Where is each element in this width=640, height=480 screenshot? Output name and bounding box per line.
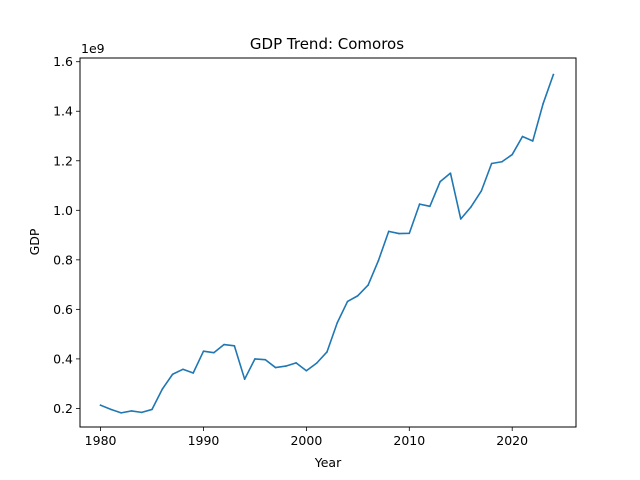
data-point-1991	[212, 351, 215, 354]
data-point-1985	[151, 408, 153, 411]
data-point-1992	[223, 343, 225, 346]
y-offset-label: 1e9	[81, 41, 105, 56]
chart-title: GDP Trend: Comoros	[250, 35, 404, 53]
data-point-2005	[357, 294, 359, 297]
y-tick-label-7: 1.6	[53, 54, 73, 69]
data-point-2002	[326, 351, 328, 353]
y-tick-label-3: 0.8	[53, 252, 73, 267]
x-axis-label: Year	[314, 455, 342, 470]
data-point-1984	[140, 411, 143, 414]
data-point-2012	[429, 205, 431, 208]
data-point-1988	[182, 368, 184, 371]
data-point-2009	[398, 232, 400, 235]
data-point-2003	[336, 321, 339, 324]
data-point-1987	[171, 373, 174, 376]
data-point-1990	[202, 350, 205, 353]
data-point-2001	[315, 362, 318, 364]
data-point-2021	[521, 135, 524, 138]
data-point-2006	[367, 284, 369, 286]
data-point-2007	[377, 259, 380, 262]
data-point-1980	[99, 404, 102, 407]
y-axis-label: GDP	[27, 228, 42, 255]
data-point-1995	[254, 358, 256, 360]
x-tick-label-1990: 1990	[188, 433, 220, 448]
axes-frame	[79, 57, 577, 428]
data-point-2018	[490, 162, 493, 165]
y-tick-label-1: 0.4	[53, 351, 73, 366]
y-tick-label-6: 1.4	[53, 104, 73, 119]
x-tick-label-2010: 2010	[393, 433, 425, 448]
data-point-2011	[418, 203, 421, 205]
plot-area	[99, 73, 555, 414]
x-tick-label-1980: 1980	[85, 433, 117, 448]
y-tick-label-2: 0.6	[53, 302, 73, 317]
y-axis: 0.2 0.4 0.6 0.8 1.0 1.2 1.4 1.6	[53, 54, 80, 416]
data-point-1998	[285, 365, 287, 367]
data-point-1981	[110, 408, 112, 411]
data-point-1986	[161, 388, 164, 390]
data-point-2008	[387, 230, 390, 233]
y-tick-label-5: 1.2	[53, 153, 73, 168]
data-point-1999	[295, 362, 297, 364]
x-tick-label-2020: 2020	[496, 433, 528, 448]
data-point-2019	[501, 160, 503, 163]
data-point-2017	[480, 190, 483, 192]
y-tick-label-4: 1.0	[53, 203, 73, 218]
data-point-1989	[192, 372, 194, 374]
y-tick-label-0: 0.2	[53, 401, 73, 416]
data-point-1983	[130, 410, 133, 412]
data-point-2023	[542, 103, 544, 105]
data-point-2020	[511, 153, 513, 156]
data-point-1982	[120, 412, 122, 414]
data-point-2016	[470, 206, 472, 208]
data-point-2015	[459, 218, 462, 220]
data-point-2010	[408, 232, 411, 235]
x-axis: 1980 1990 2000 2010 2020	[85, 427, 528, 448]
data-point-2024	[552, 73, 555, 76]
x-tick-label-2000: 2000	[290, 433, 322, 448]
data-point-2000	[305, 369, 308, 372]
data-point-1994	[243, 378, 246, 381]
data-point-1993	[233, 344, 236, 347]
gdp-series-line	[99, 73, 555, 414]
data-point-2013	[439, 180, 441, 183]
data-point-2004	[346, 300, 349, 303]
data-point-2014	[449, 172, 452, 174]
data-point-2022	[531, 140, 534, 142]
data-point-1996	[264, 358, 267, 361]
data-point-1997	[274, 366, 277, 369]
